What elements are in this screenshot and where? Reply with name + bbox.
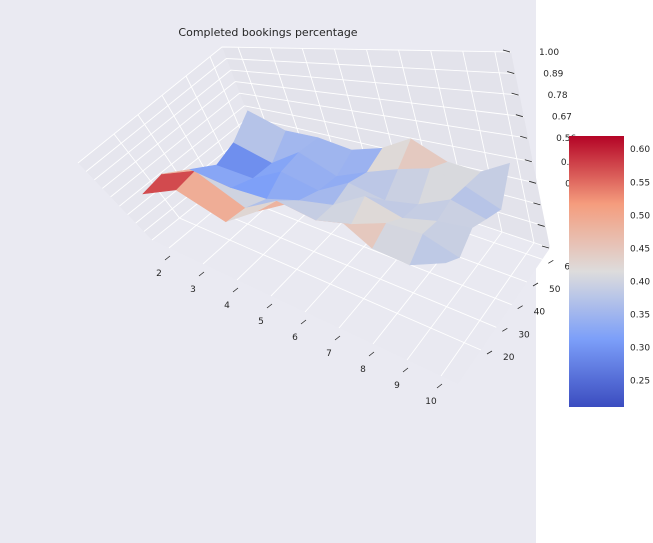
pane-left [78, 47, 262, 240]
x-tick-mark [436, 383, 443, 389]
x-tick-mark [198, 271, 205, 277]
y-tick-label: 50 [549, 285, 561, 295]
colorbar-gradient [569, 136, 624, 407]
surface-patch [233, 110, 286, 164]
z-tick-mark [511, 92, 519, 96]
z-tick-mark [520, 135, 528, 139]
z-tick-label: 0.67 [552, 113, 572, 123]
x-tick-mark [368, 351, 375, 357]
x-tick-mark [334, 335, 341, 341]
colorbar-tick-label: 0.35 [630, 310, 650, 320]
chart-title: Completed bookings percentage [178, 26, 358, 39]
grid-line-z [94, 69, 520, 181]
z-tick-mark [515, 114, 523, 118]
x-tick-label: 6 [292, 333, 298, 343]
z-tick-label: 0.78 [548, 91, 568, 101]
y-tick-label: 40 [534, 308, 546, 318]
z-tick-label: 0.56 [556, 134, 576, 144]
z-tick-label: 1.00 [539, 48, 559, 58]
x-tick-label: 8 [360, 365, 366, 375]
x-tick-label: 4 [224, 301, 230, 311]
z-tick-mark [524, 159, 532, 163]
y-tick-mark [486, 350, 493, 355]
z-tick-mark [541, 245, 550, 249]
x-tick-label: 3 [190, 285, 196, 295]
colorbar: 0.25 0.30 0.35 0.40 0.45 0.50 0.55 0.60 [569, 136, 650, 407]
y-tick-label: 20 [503, 353, 515, 363]
colorbar-tick-label: 0.40 [630, 277, 650, 287]
colorbar-tick-label: 0.25 [630, 377, 650, 387]
x-tick-label: 7 [326, 349, 332, 359]
colorbar-tick-label: 0.30 [630, 344, 650, 354]
z-tick-mark [529, 180, 537, 184]
grid-line-z [110, 92, 529, 198]
z-tick-mark [502, 49, 511, 53]
z-tick-mark [537, 224, 545, 227]
grid-line-z [119, 105, 533, 207]
x-tick-label: 5 [258, 317, 264, 327]
z-tick-mark [507, 71, 515, 74]
colorbar-tick-label: 0.45 [630, 244, 650, 254]
grid-line-z [102, 81, 524, 189]
x-tick-mark [300, 319, 307, 325]
x-tick-mark [232, 287, 239, 293]
x-tick-mark [164, 255, 171, 261]
colorbar-tick-label: 0.50 [630, 211, 650, 221]
y-tick-mark [517, 305, 523, 310]
z-tick-mark [533, 202, 541, 206]
y-tick-label: 30 [518, 330, 530, 340]
y-tick-mark [548, 259, 554, 264]
colorbar-tick-label: 0.60 [630, 145, 650, 155]
z-tick-label: 0.89 [543, 70, 563, 80]
x-tick-label: 2 [156, 269, 162, 279]
x-tick-mark [266, 303, 273, 309]
colorbar-tick-label: 0.55 [630, 178, 650, 188]
x-tick-mark [402, 367, 409, 373]
y-tick-mark [532, 282, 539, 287]
x-tick-label: 10 [425, 397, 437, 407]
y-tick-mark [502, 327, 508, 332]
x-tick-label: 9 [394, 381, 400, 391]
grid-line-z [77, 46, 512, 164]
grid-line-z [85, 58, 516, 172]
